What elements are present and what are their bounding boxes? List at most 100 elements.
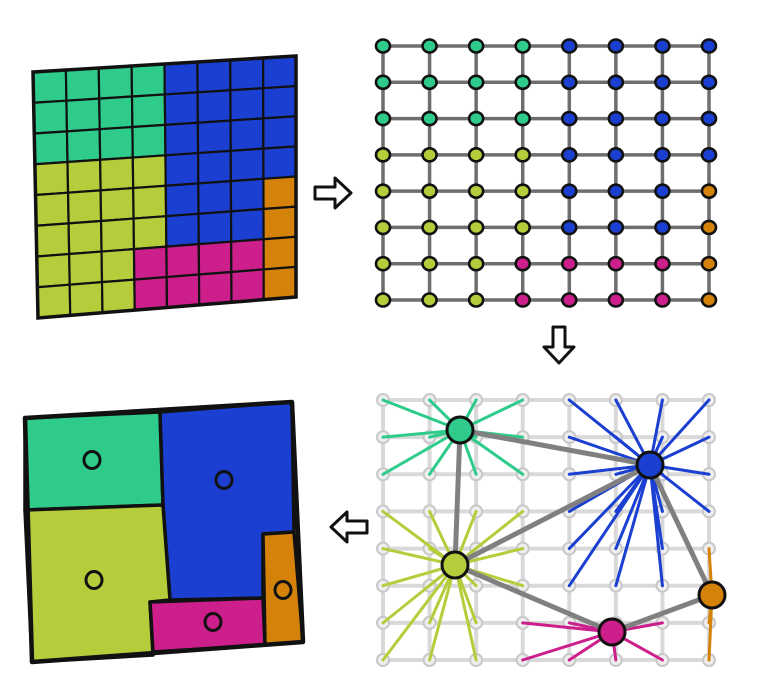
arrow-shape bbox=[542, 325, 576, 365]
graph-node bbox=[467, 74, 485, 91]
grid-cell bbox=[196, 89, 232, 124]
graph-node bbox=[654, 292, 671, 308]
graph-node bbox=[607, 147, 625, 163]
pixel-graph-panel bbox=[374, 38, 718, 308]
cluster-spoke bbox=[648, 398, 711, 467]
graph-node bbox=[607, 255, 625, 272]
grid-cell bbox=[65, 97, 101, 133]
graph-node bbox=[467, 219, 485, 236]
grid-cell bbox=[64, 66, 101, 102]
graph-node bbox=[374, 183, 392, 199]
grid-cell bbox=[35, 252, 71, 289]
graph-node bbox=[560, 219, 578, 236]
arrow-right-icon bbox=[313, 176, 353, 210]
grid-cell bbox=[100, 247, 136, 284]
graph-node bbox=[514, 292, 532, 308]
graph-node bbox=[467, 183, 485, 199]
grid-cell bbox=[262, 265, 298, 301]
graph-node bbox=[374, 110, 392, 127]
grid-cell bbox=[262, 115, 298, 150]
graph-node bbox=[654, 219, 671, 236]
grid-cell bbox=[132, 215, 168, 251]
cluster-edge bbox=[452, 462, 653, 568]
cluster-spoke bbox=[648, 463, 664, 588]
grid-cell bbox=[97, 64, 134, 100]
cluster-spoke bbox=[428, 563, 457, 662]
graph-node bbox=[560, 255, 578, 272]
graph-node bbox=[421, 219, 438, 236]
grid-cell bbox=[197, 270, 233, 306]
cluster-spoke bbox=[567, 463, 652, 588]
graph-node bbox=[700, 38, 718, 54]
grid-cell bbox=[164, 182, 200, 218]
cluster-node-orange bbox=[697, 580, 727, 610]
region-center-marker bbox=[273, 580, 293, 600]
cluster-edge bbox=[647, 462, 715, 598]
grid-cell bbox=[163, 60, 199, 96]
graph-node bbox=[421, 147, 438, 163]
grid-cell bbox=[100, 278, 136, 314]
merged-regions-panel bbox=[22, 399, 306, 665]
labeled-pixel-grid-panel bbox=[31, 54, 298, 320]
grid-cell bbox=[33, 130, 69, 166]
graph-node bbox=[700, 74, 718, 91]
graph-node bbox=[654, 74, 671, 91]
cluster-spoke bbox=[614, 463, 652, 588]
cluster-spoke bbox=[453, 563, 478, 662]
graph-node bbox=[514, 147, 532, 163]
graph-node bbox=[560, 38, 578, 54]
graph-node bbox=[700, 219, 718, 236]
grid-cell bbox=[130, 93, 167, 129]
graph-node bbox=[374, 292, 392, 308]
graph-node bbox=[560, 74, 578, 91]
arrow-shape bbox=[329, 510, 369, 544]
region-teal bbox=[23, 410, 165, 512]
grid-cell bbox=[99, 217, 136, 253]
graph-node bbox=[421, 255, 438, 272]
grid-cell bbox=[132, 245, 168, 281]
graph-node bbox=[560, 147, 578, 163]
grid-cell bbox=[163, 91, 199, 126]
grid-cell bbox=[164, 121, 200, 157]
grid-cell bbox=[131, 123, 167, 159]
grid-cell bbox=[99, 186, 135, 223]
graph-node bbox=[654, 183, 671, 199]
graph-node bbox=[654, 147, 671, 163]
cluster-node-magenta bbox=[597, 617, 627, 647]
grid-cell bbox=[68, 281, 104, 317]
grid-cell bbox=[33, 160, 70, 197]
grid-cell bbox=[164, 212, 200, 248]
grid-cell bbox=[229, 147, 265, 183]
graph-node bbox=[607, 219, 625, 236]
grid-cell bbox=[36, 283, 72, 320]
graph-node bbox=[654, 255, 671, 272]
grid-cell bbox=[262, 85, 298, 120]
grid-cell bbox=[31, 68, 68, 104]
graph-node bbox=[607, 74, 625, 91]
grid-cell bbox=[67, 219, 103, 256]
graph-node bbox=[514, 38, 532, 54]
cluster-spoke bbox=[521, 621, 614, 634]
graph-node bbox=[421, 183, 438, 199]
grid-cell bbox=[262, 175, 298, 211]
grid-cell bbox=[197, 240, 233, 276]
grid-cell bbox=[35, 222, 71, 258]
grid-cell bbox=[98, 125, 134, 161]
graph-node bbox=[607, 183, 625, 199]
graph-node bbox=[700, 292, 718, 308]
grid-cell bbox=[262, 54, 298, 90]
cluster-spoke bbox=[567, 463, 652, 551]
graph-node bbox=[700, 255, 718, 272]
graph-node bbox=[467, 292, 485, 308]
grid-border bbox=[31, 54, 298, 320]
grid-cell bbox=[34, 191, 70, 227]
grid-cell bbox=[196, 119, 232, 155]
grid-cell bbox=[197, 210, 233, 246]
cluster-spoke bbox=[381, 563, 457, 625]
graph-node bbox=[607, 292, 625, 308]
grid-cell bbox=[66, 189, 103, 225]
grid-cell bbox=[229, 207, 265, 243]
graph-node bbox=[700, 147, 718, 163]
grid-cell bbox=[262, 145, 298, 180]
graph-node bbox=[467, 38, 485, 54]
